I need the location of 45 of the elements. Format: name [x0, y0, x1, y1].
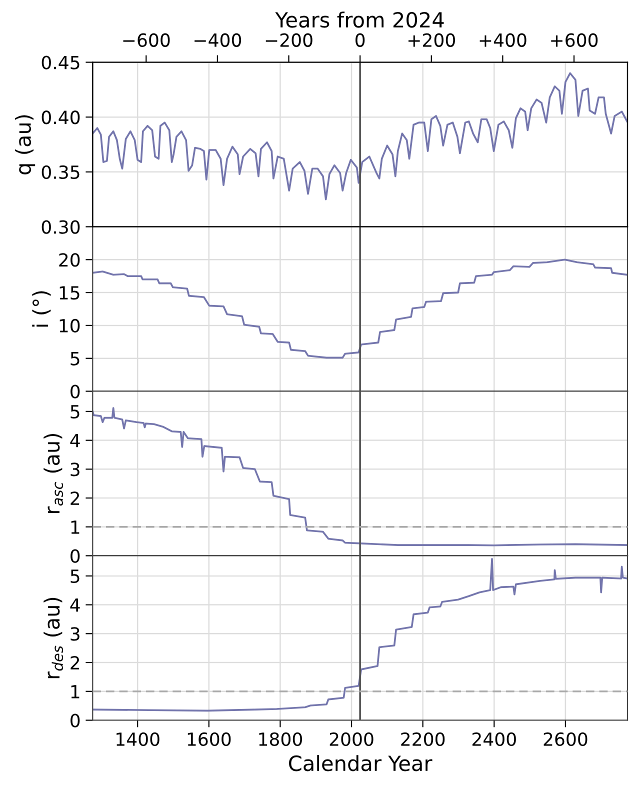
x2-tick-label: −600 — [123, 33, 170, 47]
x2-tick-label: +200 — [408, 33, 455, 47]
y-tick-label: 5 — [70, 570, 80, 584]
x-tick-label: 1400 — [116, 732, 160, 746]
x-tick-label: 2000 — [330, 732, 374, 746]
y-tick-label: 0.45 — [42, 56, 80, 70]
y-tick-label: 20 — [59, 253, 80, 267]
y-tick-label: 5 — [70, 352, 80, 366]
y-tick-label: 15 — [60, 286, 80, 300]
x2-tick-label: 0 — [356, 33, 365, 47]
line-series — [92, 558, 628, 712]
y-tick-label: 2 — [70, 491, 80, 505]
x-tick-label: 2600 — [544, 732, 588, 746]
x2-tick-label: +400 — [480, 33, 526, 47]
y-axis-title: q (au) — [14, 115, 36, 174]
x-tick-label: 1800 — [259, 732, 302, 746]
x-tick-label: 2400 — [472, 732, 516, 746]
y-tick-label: 3 — [70, 627, 80, 641]
x-tick-label: 1600 — [188, 732, 231, 746]
y-tick-label: 1 — [71, 520, 80, 534]
y-tick-label: 5 — [70, 405, 80, 419]
y-tick-label: 10 — [60, 318, 80, 333]
y-tick-label: 2 — [70, 656, 80, 670]
x-axis-title: Calendar Year — [289, 755, 432, 772]
y-tick-label: 0 — [70, 384, 80, 398]
y-axis-title: r$_{asc}$ (au) — [44, 434, 64, 514]
y-tick-label: 0 — [70, 714, 80, 728]
line-series — [92, 258, 628, 359]
x2-axis-title: Years from 2024 — [275, 12, 444, 28]
y-tick-label: 1 — [71, 685, 80, 698]
y-tick-label: 4 — [70, 434, 80, 448]
y-tick-label: 0.35 — [42, 165, 80, 180]
y-tick-label: 0.40 — [42, 110, 80, 124]
y-tick-label: 3 — [70, 462, 80, 476]
line-series — [92, 407, 628, 546]
line-series — [92, 72, 628, 200]
x2-tick-label: −200 — [266, 33, 312, 47]
y-tick-label: 0.30 — [42, 220, 80, 234]
x2-tick-label: +600 — [551, 33, 598, 47]
x2-tick-label: −400 — [194, 33, 242, 47]
x-tick-label: 2200 — [401, 732, 445, 746]
y-axis-title: i (°) — [32, 291, 51, 327]
y-tick-label: 4 — [70, 598, 80, 612]
y-tick-label: 0 — [70, 549, 80, 563]
y-axis-title: r$_{des}$ (au) — [44, 598, 64, 678]
